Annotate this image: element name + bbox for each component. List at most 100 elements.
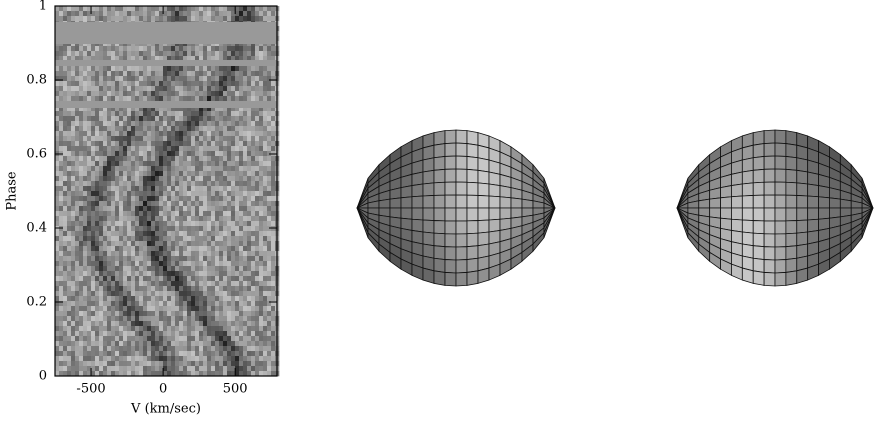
texture-cell [127,361,132,367]
texture-cell [179,311,184,317]
texture-cell [235,341,240,347]
texture-cell [83,201,88,207]
texture-cell [123,11,128,17]
texture-cell [255,146,260,152]
texture-cell [59,126,64,132]
texture-cell [219,306,224,312]
texture-cell [139,11,144,17]
texture-cell [227,166,232,172]
texture-cell [167,191,172,197]
texture-cell [91,266,96,272]
texture-cell [59,156,64,162]
texture-cell [263,171,268,177]
texture-cell [107,216,112,222]
texture-cell [159,56,164,62]
texture-cell [183,311,188,317]
texture-cell [159,221,164,227]
texture-cell [111,336,116,342]
texture-cell [83,211,88,217]
texture-cell [127,346,132,352]
texture-cell [107,231,112,237]
texture-cell [171,301,176,307]
texture-cell [91,86,96,92]
texture-cell [207,176,212,182]
texture-cell [127,206,132,212]
texture-cell [79,81,84,87]
texture-cell [167,156,172,162]
texture-cell [187,191,192,197]
texture-cell [55,6,60,12]
texture-cell [75,326,80,332]
texture-cell [259,331,264,337]
texture-cell [179,231,184,237]
texture-cell [203,106,208,112]
texture-cell [75,221,80,227]
texture-cell [103,211,108,217]
texture-cell [135,261,140,267]
texture-cell [95,221,100,227]
texture-cell [175,256,180,262]
texture-cell [123,301,128,307]
texture-cell [191,356,196,362]
texture-cell [63,236,68,242]
texture-cell [195,366,200,372]
texture-cell [123,346,128,352]
texture-cell [79,126,84,132]
texture-cell [235,196,240,202]
texture-cell [267,356,272,362]
texture-cell [67,46,72,52]
texture-cell [155,261,160,267]
texture-cell [75,316,80,322]
texture-cell [159,211,164,217]
texture-cell [215,271,220,277]
texture-cell [195,296,200,302]
texture-cell [167,236,172,242]
texture-cell [151,201,156,207]
texture-cell [203,266,208,272]
texture-cell [203,51,208,57]
texture-cell [95,131,100,137]
texture-cell [155,221,160,227]
texture-cell [215,171,220,177]
texture-cell [251,6,256,12]
texture-cell [187,291,192,297]
texture-cell [179,371,184,377]
texture-cell [227,81,232,87]
texture-cell [247,206,252,212]
texture-cell [107,116,112,122]
texture-cell [243,106,248,112]
texture-cell [135,196,140,202]
texture-cell [219,241,224,247]
texture-cell [59,371,64,377]
texture-cell [199,131,204,137]
surface-cell [741,267,754,284]
texture-cell [191,231,196,237]
texture-cell [171,356,176,362]
texture-cell [175,81,180,87]
texture-cell [239,86,244,92]
texture-cell [259,186,264,192]
texture-cell [243,256,248,262]
texture-cell [131,286,136,292]
texture-cell [135,166,140,172]
texture-cell [239,346,244,352]
texture-cell [243,151,248,157]
texture-cell [135,251,140,257]
texture-cell [103,16,108,22]
texture-cell [259,311,264,317]
texture-cell [87,251,92,257]
texture-cell [163,221,168,227]
texture-cell [251,216,256,222]
texture-cell [123,81,128,87]
texture-cell [91,276,96,282]
texture-cell [259,106,264,112]
texture-cell [263,96,268,102]
texture-cell [191,16,196,22]
texture-cell [95,196,100,202]
texture-cell [199,266,204,272]
texture-cell [91,66,96,72]
texture-cell [179,296,184,302]
texture-cell [183,166,188,172]
texture-cell [135,311,140,317]
texture-cell [123,151,128,157]
